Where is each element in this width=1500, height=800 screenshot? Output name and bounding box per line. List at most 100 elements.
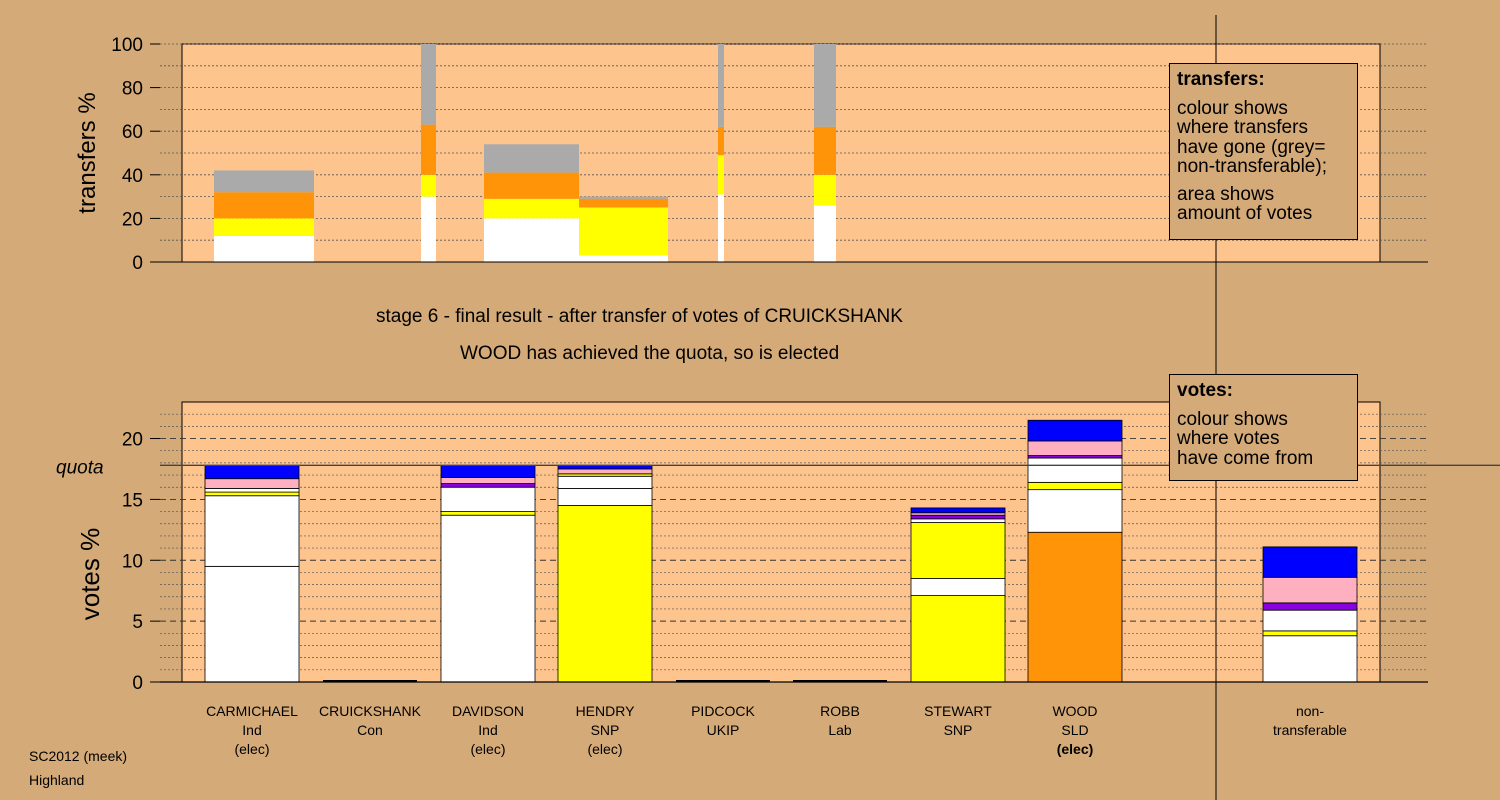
votes-y-tick-label: 0 (132, 673, 143, 694)
candidate-name: WOOD (1052, 703, 1098, 719)
vote-bar-segment (204, 491, 300, 497)
legend-line: have come from (1177, 447, 1314, 469)
vote-bar-segment (910, 518, 1006, 523)
candidate-name: DAVIDSON (451, 703, 525, 719)
candidate-label-hendry: HENDRY SNP (elec) (540, 702, 670, 759)
transfer-bar-segment (579, 198, 668, 208)
legend-line: where votes (1177, 428, 1280, 449)
legend-line: amount of votes (1177, 203, 1313, 224)
candidate-name: CARMICHAEL (206, 703, 298, 719)
transfers-y-tick-label: 60 (122, 122, 143, 143)
candidate-party: SLD (1061, 722, 1089, 738)
votes-y-tick-label: 10 (122, 551, 143, 572)
candidate-label-cruickshank: CRUICKSHANK Con (305, 702, 435, 740)
transfer-bar-segment (484, 198, 579, 219)
footer-region: Highland (29, 772, 85, 788)
candidate-party: Ind (242, 722, 262, 738)
candidate-party: Con (357, 722, 383, 738)
votes-y-tick-label: 15 (122, 490, 143, 511)
transfer-bar-segment (214, 235, 314, 262)
transfer-bar-segment (214, 218, 314, 236)
votes-legend-text: colour shows where votes have come from (1177, 409, 1350, 469)
candidate-status: (elec) (1056, 741, 1094, 757)
vote-bar-segment (557, 488, 653, 506)
vote-bar-segment (204, 488, 300, 493)
vote-bar-segment (1027, 457, 1123, 483)
votes-legend: votes: colour shows where votes have com… (1169, 374, 1358, 481)
votes-y-tick-label: 5 (132, 612, 143, 633)
candidate-label-carmichael: CARMICHAEL Ind (elec) (187, 702, 317, 759)
transfer-bar-segment (814, 126, 836, 175)
transfers-y-tick-label: 100 (111, 35, 143, 56)
candidate-party: Ind (478, 722, 498, 738)
vote-bar-segment (557, 468, 653, 475)
votes-y-axis-label: votes % (75, 528, 105, 621)
transfers-y-tick-label: 40 (122, 166, 143, 187)
quota-label: quota (56, 457, 104, 478)
candidate-label-stewart: STEWART SNP (893, 702, 1023, 740)
transfer-bar-segment (214, 170, 314, 193)
legend-line: where transfers (1177, 117, 1308, 138)
vote-bar-segment (204, 464, 300, 480)
transfers-y-tick-label: 80 (122, 79, 143, 100)
candidate-name: ROBB (820, 703, 860, 719)
transfers-legend: transfers: colour shows where transfers … (1169, 63, 1358, 240)
footer-election: SC2012 (meek) (29, 748, 128, 764)
transfer-bar-segment (484, 172, 579, 199)
legend-line: area shows (1177, 183, 1275, 205)
candidate-status: (elec) (234, 741, 270, 757)
vote-bar-segment (440, 514, 536, 683)
vote-bar-segment (910, 522, 1006, 579)
transfer-bar-segment (421, 174, 436, 197)
vote-bar-segment (1262, 635, 1358, 683)
transfers-legend-text: colour shows where transfers have gone (… (1177, 97, 1350, 177)
transfers-legend-text-2: area shows amount of votes (1177, 183, 1350, 224)
vote-bar-segment (440, 464, 536, 478)
legend-line: have gone (grey= (1177, 136, 1326, 158)
legend-line: non-transferable); (1177, 156, 1327, 177)
vote-bar-segment (204, 565, 300, 683)
transfer-bar-segment (579, 207, 668, 256)
vote-bar-segment (557, 475, 653, 489)
candidate-name: HENDRY (575, 703, 635, 719)
vote-bar-segment (910, 595, 1006, 683)
vote-bar-segment (910, 578, 1006, 596)
candidate-label-wood: WOOD SLD (elec) (1010, 702, 1140, 759)
result-title: WOOD has achieved the quota, so is elect… (460, 343, 840, 364)
candidate-party: transferable (1273, 722, 1347, 738)
transfers-y-axis-label: transfers % (74, 92, 101, 213)
vote-bar-segment (1262, 630, 1358, 637)
vote-bar-segment (440, 486, 536, 512)
transfer-bar-segment (421, 196, 436, 262)
transfer-bar-segment (814, 44, 836, 127)
stage-title: stage 6 - final result - after transfer … (376, 306, 903, 327)
candidate-label-robb: ROBB Lab (775, 702, 905, 740)
legend-line: colour shows (1177, 97, 1288, 119)
transfer-bar-segment (484, 144, 579, 173)
candidate-label-davidson: DAVIDSON Ind (elec) (423, 702, 553, 759)
vote-bar-segment (1262, 546, 1358, 578)
vote-bar-segment (1027, 489, 1123, 533)
candidate-name: CRUICKSHANK (319, 703, 421, 719)
vote-bar-segment (1027, 531, 1123, 683)
vote-bar-segment (1027, 440, 1123, 456)
transfer-bar-segment (718, 126, 724, 156)
transfer-bar-segment (718, 194, 724, 262)
transfer-bar-segment (421, 44, 436, 125)
candidate-status: (elec) (470, 741, 506, 757)
votes-legend-title: votes: (1177, 380, 1233, 401)
candidate-status: (elec) (587, 741, 623, 757)
vote-bar-segment (910, 507, 1006, 514)
candidate-party: UKIP (706, 722, 740, 738)
candidate-party: SNP (590, 722, 620, 738)
transfer-bar-segment (484, 218, 579, 262)
vote-bar-segment (204, 478, 300, 489)
vote-bar-segment (440, 477, 536, 484)
votes-y-tick-label: 20 (122, 430, 143, 451)
transfer-bar-segment (718, 155, 724, 195)
transfer-bar-segment (579, 255, 668, 262)
candidate-name: PIDCOCK (691, 703, 755, 719)
vote-bar-segment (440, 483, 536, 488)
transfers-y-tick-label: 0 (132, 253, 143, 274)
vote-bar-segment (204, 495, 300, 567)
